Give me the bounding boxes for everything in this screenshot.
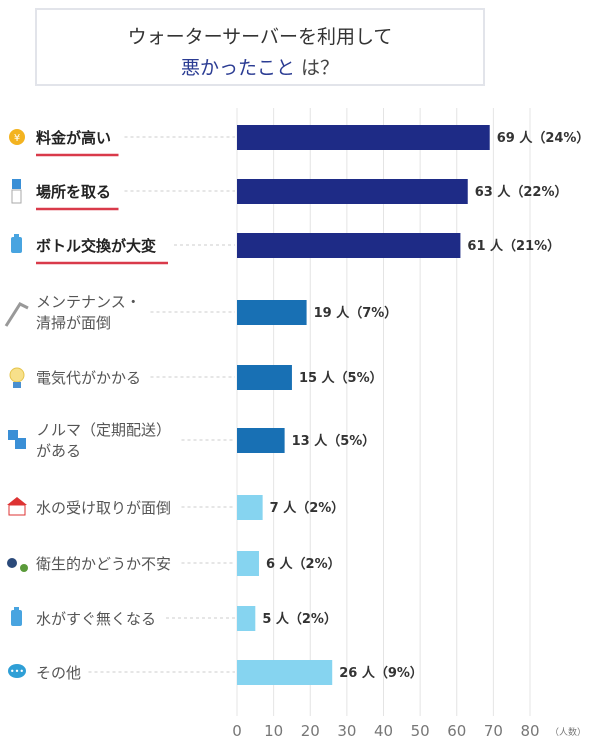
bottle-icon	[11, 237, 22, 253]
category-label: がある	[36, 442, 81, 460]
bar	[237, 233, 461, 258]
tool-icon	[4, 302, 29, 327]
value-label: 19 人（7%）	[314, 305, 398, 321]
box-2	[15, 438, 26, 449]
value-label: 5 人（2%）	[262, 611, 337, 627]
x-tick-label: 0	[232, 722, 242, 740]
bar	[237, 179, 468, 204]
category-label: 料金が高い	[36, 129, 111, 147]
chart-title-box: ウォーターサーバーを利用して 悪かったこと は？	[35, 8, 485, 86]
x-tick-label: 60	[447, 722, 466, 740]
x-axis-label: （人数）	[550, 726, 586, 738]
value-label: 61 人（21%）	[467, 238, 560, 254]
germ-icon	[7, 558, 17, 568]
x-tick-label: 70	[484, 722, 503, 740]
chart-title-line2: 悪かったこと は？	[37, 53, 483, 80]
bottle-icon	[11, 610, 22, 626]
category-label: 衛生的かどうか不安	[36, 555, 171, 573]
category-label: メンテナンス・	[36, 293, 141, 311]
value-label: 26 人（9%）	[339, 665, 423, 681]
dots: •••	[10, 667, 24, 676]
category-label: その他	[36, 664, 81, 682]
light-bulb-icon	[9, 367, 25, 383]
x-tick-label: 50	[411, 722, 430, 740]
bar	[237, 495, 263, 520]
bar	[237, 300, 307, 325]
yen-coin-icon	[9, 129, 25, 145]
bottle-cap	[14, 607, 19, 610]
chart-title-line1: ウォーターサーバーを利用して	[127, 26, 393, 48]
bottle-cap	[14, 234, 19, 237]
value-label: 69 人（24%）	[497, 130, 590, 146]
category-label: 水の受け取りが面倒	[36, 499, 171, 517]
x-tick-label: 40	[374, 722, 393, 740]
value-label: 13 人（5%）	[292, 433, 376, 449]
water-server-icon	[12, 179, 21, 189]
category-label: 水がすぐ無くなる	[36, 610, 156, 628]
chart-title-rest: は？	[301, 57, 340, 79]
boxes-icon	[8, 430, 18, 440]
bar	[237, 428, 285, 453]
value-label: 63 人（22%）	[475, 184, 568, 200]
yen-symbol: ¥	[14, 133, 20, 144]
value-label: 7 人（2%）	[270, 500, 345, 516]
category-label: 清掃が面倒	[36, 314, 111, 332]
server-body	[11, 189, 22, 204]
bar	[237, 365, 292, 390]
chart-title-highlight: 悪かったこと	[180, 57, 295, 79]
speech-bubble-icon	[8, 664, 26, 678]
germ-2	[20, 564, 28, 572]
category-label: ノルマ（定期配送）	[36, 421, 171, 439]
bar	[237, 551, 259, 576]
x-tick-label: 30	[337, 722, 356, 740]
bar	[237, 660, 333, 685]
value-label: 6 人（2%）	[266, 556, 341, 572]
house-roof	[7, 497, 27, 505]
house-icon	[8, 504, 26, 516]
bar	[237, 606, 256, 631]
x-tick-label: 80	[520, 722, 539, 740]
category-label: 電気代がかかる	[36, 369, 141, 387]
x-tick-label: 20	[301, 722, 320, 740]
value-label: 15 人（5%）	[299, 370, 383, 386]
bar	[237, 125, 490, 150]
bulb-base	[13, 382, 21, 388]
category-label: ボトル交換が大変	[36, 237, 156, 255]
x-tick-label: 10	[264, 722, 283, 740]
category-label: 場所を取る	[36, 183, 111, 201]
